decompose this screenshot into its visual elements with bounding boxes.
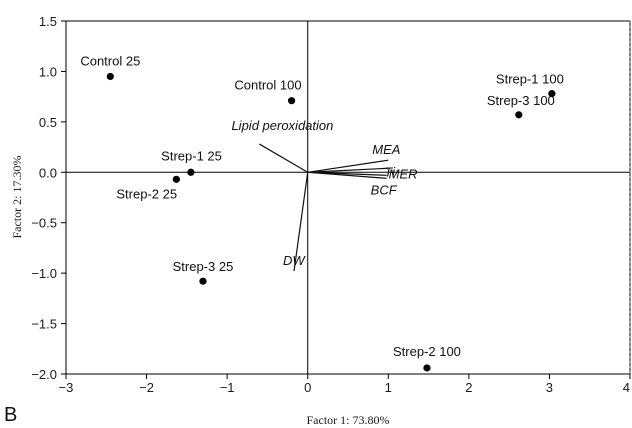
- point-label: Control 25: [80, 53, 140, 68]
- point-label: Control 100: [234, 78, 301, 93]
- score-point: [423, 364, 431, 372]
- y-tick-label: 0.5: [39, 115, 57, 130]
- y-tick-label: −1.5: [31, 317, 57, 332]
- score-point: [548, 90, 556, 98]
- x-tick-label: 3: [546, 380, 553, 395]
- vector-label: Lipid peroxidation: [231, 118, 333, 133]
- score-point: [199, 277, 207, 285]
- score-point: [515, 111, 523, 119]
- vector-line: [259, 143, 309, 173]
- point-label: Strep-3 100: [487, 93, 555, 108]
- panel-label: B: [4, 404, 17, 426]
- score-point: [288, 97, 296, 105]
- score-points: Control 25 Control 100 Strep-1 100 Strep-3 …: [80, 53, 564, 372]
- point-label: Strep-2 25: [116, 186, 177, 201]
- x-tick-label: 4: [623, 380, 630, 395]
- vector-label: DW: [283, 253, 306, 268]
- point-label: Strep-3 25: [173, 259, 234, 274]
- point-label: Strep-1 25: [161, 148, 222, 163]
- score-point: [172, 175, 180, 183]
- y-tick-label: −0.5: [31, 216, 57, 231]
- vector-line: [293, 172, 309, 272]
- point-label: Strep-1 100: [496, 72, 564, 87]
- x-axis-title: Factor 1: 73.80%: [307, 413, 390, 427]
- vector-line: [307, 159, 389, 173]
- point-label: Strep-2 100: [393, 344, 461, 359]
- y-tick-label: 0.0: [39, 165, 57, 180]
- score-point: [106, 72, 114, 81]
- x-tick-label: 2: [465, 380, 472, 395]
- vector-label: Ti: [384, 164, 396, 179]
- x-ticks: −3 −2 −1 0 1 2 3 4: [59, 374, 631, 395]
- score-point: [187, 168, 195, 176]
- y-tick-label: −1.0: [31, 266, 57, 281]
- x-tick-label: −1: [220, 380, 235, 395]
- y-ticks: 1.5 1.0 0.5 0.0 −0.5 −1.0 −1.5 −2.0: [31, 14, 66, 382]
- x-tick-label: 1: [385, 380, 392, 395]
- y-tick-label: 1.0: [39, 64, 57, 79]
- y-tick-label: −2.0: [31, 367, 57, 382]
- vector-line: [307, 171, 387, 179]
- y-axis-title: Factor 2: 17.30%: [10, 156, 24, 239]
- vector-label: MER: [389, 166, 418, 181]
- vector-line: [307, 167, 389, 173]
- y-tick-label: 1.5: [39, 14, 57, 29]
- vector-label: BCF: [371, 182, 398, 197]
- x-tick-label: −3: [59, 380, 74, 395]
- x-tick-label: −2: [139, 380, 154, 395]
- vector-label: MEA: [372, 142, 400, 157]
- x-tick-label: 0: [304, 380, 311, 395]
